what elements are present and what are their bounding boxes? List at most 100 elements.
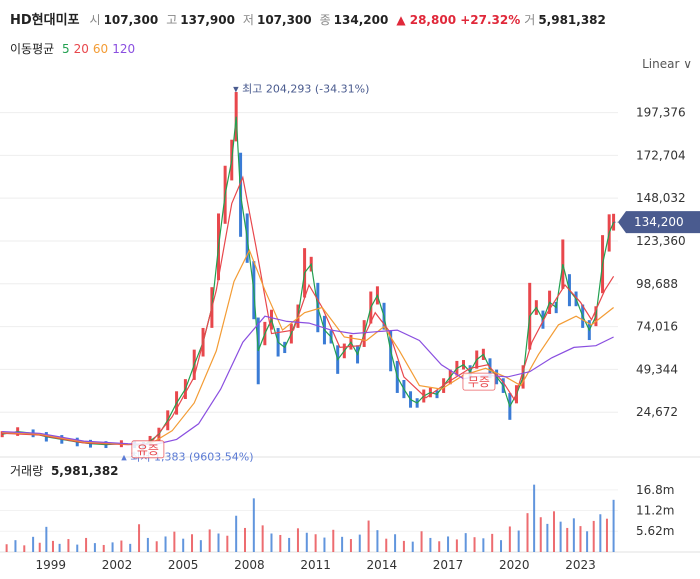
volume-bar — [129, 543, 132, 552]
volume-bar — [612, 499, 615, 552]
volume-bar — [146, 537, 149, 552]
volume-bar — [51, 540, 54, 552]
ma-line-60 — [2, 248, 614, 445]
volume-bar — [217, 533, 220, 552]
price-tick-label: 123,360 — [636, 234, 686, 248]
volume-bar — [58, 543, 61, 552]
price-tick-label: 148,032 — [636, 191, 686, 205]
volume-bar — [32, 536, 35, 552]
volume-bar — [155, 541, 158, 552]
volume-bar — [455, 539, 458, 552]
volume-bar — [526, 513, 529, 552]
volume-bar — [539, 517, 542, 552]
volume-bar — [235, 515, 238, 552]
high-value: 137,900 — [180, 13, 235, 27]
volume-bar — [358, 534, 361, 552]
volume-bar — [411, 541, 414, 552]
stock-header: HD현대미포 시 107,300 고 137,900 저 107,300 종 1… — [10, 9, 614, 29]
volume-bar — [85, 537, 88, 552]
volume-bar — [367, 520, 370, 552]
change-value: ▲ 28,800 +27.32% — [396, 13, 521, 27]
volume-bar — [173, 531, 176, 552]
ma-legend-item-60[interactable]: 60 — [92, 42, 109, 56]
volume-bar — [5, 544, 8, 552]
price-tick-label: 74,016 — [636, 320, 678, 334]
volume-bar — [76, 544, 79, 552]
price-tick-label: 24,672 — [636, 405, 678, 419]
volume-bar — [252, 498, 255, 552]
moving-average-legend[interactable]: 이동평균 5 20 60 120 — [10, 40, 143, 57]
volume-bar — [579, 526, 582, 552]
price-tick-label: 172,704 — [636, 148, 686, 162]
volume-bar — [552, 511, 555, 552]
volume-bar — [270, 533, 273, 552]
ma-line-5 — [2, 116, 615, 447]
volume-panel-label: 거래량 5,981,382 — [10, 462, 119, 479]
volume-bar — [45, 526, 48, 552]
volume-bar — [111, 542, 114, 552]
volume-bar — [38, 542, 41, 552]
volume-bar — [566, 527, 569, 552]
volume-tick-label: 5.62m — [636, 524, 674, 538]
x-tick-label: 2011 — [300, 558, 331, 572]
volume-bar — [438, 541, 441, 552]
volume-tick-label: 11.2m — [636, 504, 674, 518]
volume-bar — [296, 528, 299, 552]
price-tick-label: 49,344 — [636, 362, 678, 376]
volume-bar — [500, 540, 503, 552]
ma-legend-title: 이동평균 — [10, 42, 55, 56]
ma-legend-item-20[interactable]: 20 — [73, 42, 89, 56]
ma-legend-item-5[interactable]: 5 — [62, 42, 70, 56]
volume-bar — [191, 534, 194, 552]
x-tick-label: 2002 — [102, 558, 133, 572]
ma-legend-item-120[interactable]: 120 — [112, 42, 136, 56]
volume-tick-label: 16.8m — [636, 483, 674, 497]
volume-bar — [199, 540, 202, 552]
volume-bar — [120, 540, 123, 552]
volume-bar — [572, 518, 575, 552]
volume-label: 거 — [524, 13, 536, 27]
volume-bar — [314, 534, 317, 552]
volume-bar — [243, 527, 246, 552]
close-value: 134,200 — [333, 13, 389, 27]
event-marker-box — [462, 372, 496, 391]
volume-bar — [508, 526, 511, 552]
open-value: 107,300 — [103, 13, 159, 27]
volume-bar — [533, 484, 536, 552]
x-tick-label: 2014 — [367, 558, 398, 572]
volume-total: 5,981,382 — [50, 464, 119, 478]
high-label: 고 — [166, 13, 178, 27]
volume-bar — [261, 525, 264, 552]
x-tick-label: 2005 — [168, 558, 199, 572]
stock-name: HD현대미포 — [10, 13, 80, 28]
event-marker-label: 유증 — [137, 443, 159, 457]
volume-bar — [447, 536, 450, 552]
volume-bar — [473, 537, 476, 552]
volume-bar — [349, 539, 352, 552]
open-label: 시 — [89, 13, 101, 27]
volume-bar — [429, 537, 432, 552]
volume-bar — [164, 536, 167, 552]
volume-bar — [67, 539, 70, 552]
volume-bar — [464, 533, 467, 552]
volume-bar — [305, 532, 308, 552]
volume-bar — [341, 536, 344, 552]
event-marker-label: 무증 — [468, 375, 490, 389]
volume-bar — [14, 540, 17, 552]
volume-bar — [323, 537, 326, 552]
volume-bar — [394, 534, 397, 552]
volume-value: 5,981,382 — [538, 13, 606, 27]
volume-bar — [182, 538, 185, 552]
x-tick-label: 2020 — [499, 558, 530, 572]
volume-bar — [279, 534, 282, 552]
volume-bar — [420, 531, 423, 552]
volume-bar — [546, 523, 549, 552]
low-label: 저 — [242, 13, 254, 27]
volume-bar — [402, 540, 405, 552]
scale-selector[interactable]: Linear ∨ — [642, 57, 692, 71]
scale-label: Linear — [642, 57, 680, 71]
volume-bar — [605, 518, 608, 552]
x-tick-label: 2008 — [234, 558, 265, 572]
volume-title: 거래량 — [10, 464, 44, 478]
